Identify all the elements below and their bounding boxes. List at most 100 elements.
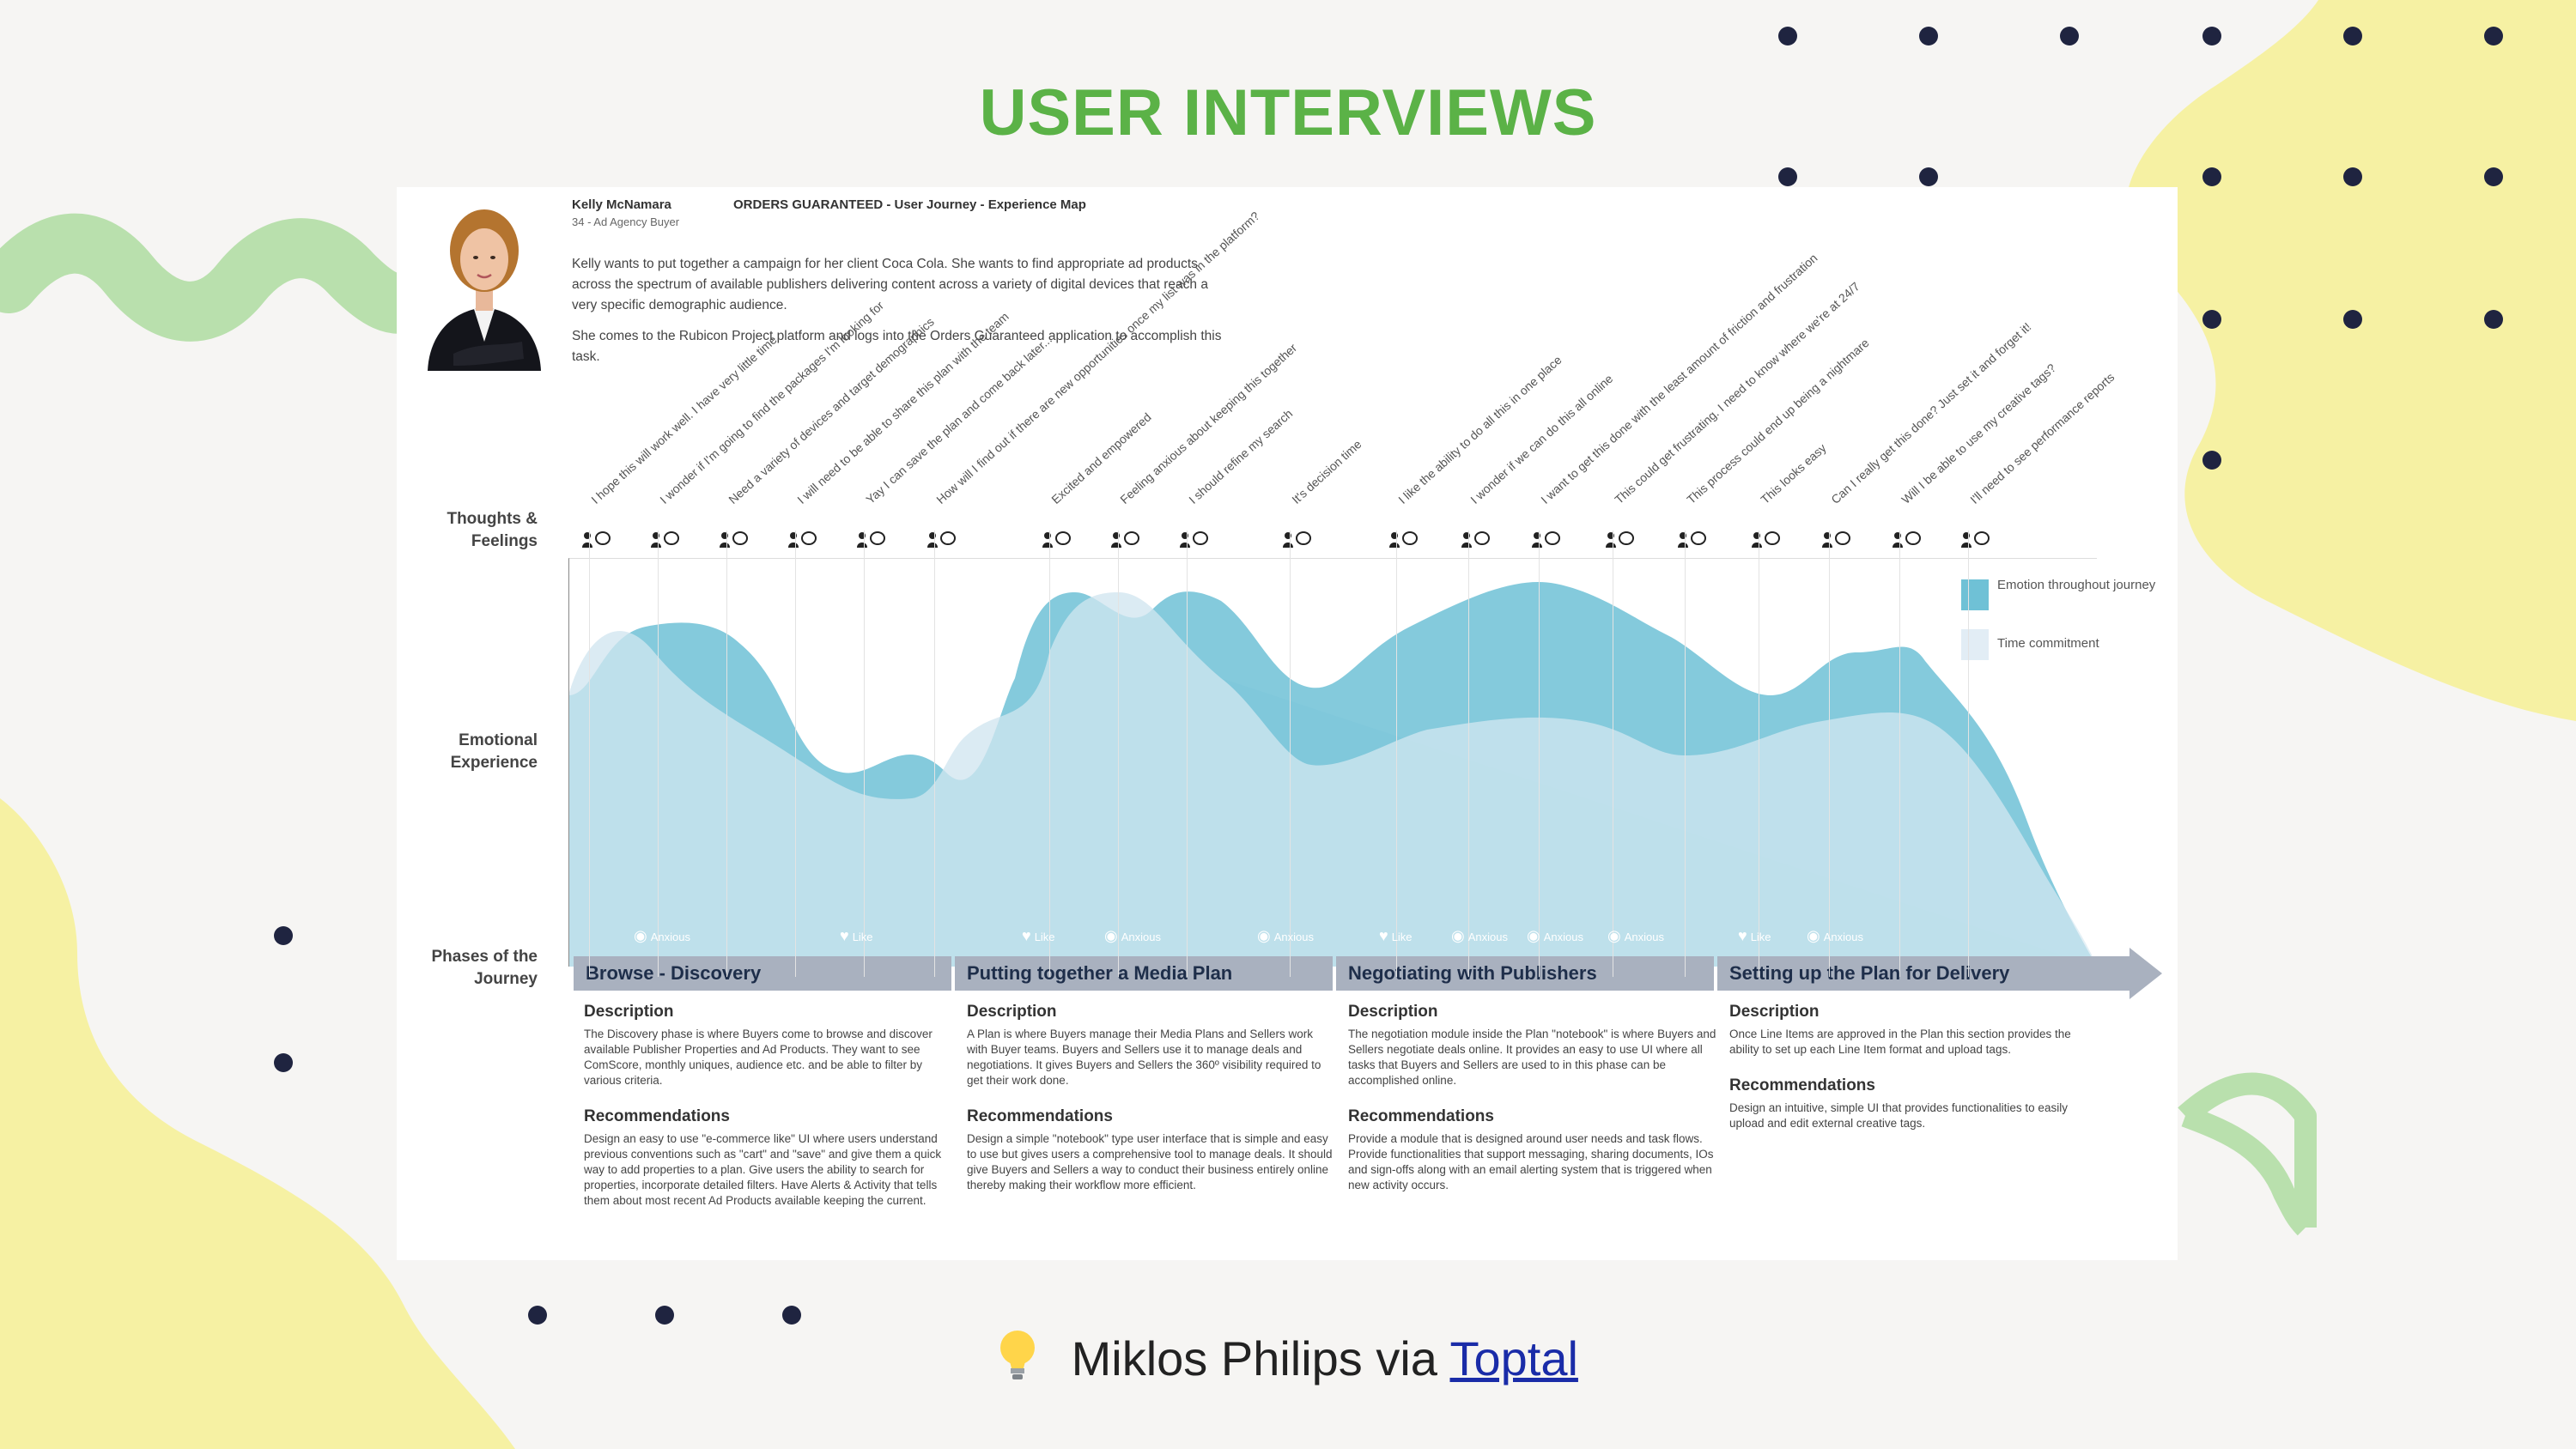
intro-paragraph-2: She comes to the Rubicon Project platfor… [572, 329, 1222, 364]
emotion-tag: ◉ Anxious [1607, 927, 1664, 945]
phase-description: Once Line Items are approved in the Plan… [1729, 1028, 2071, 1056]
thought-text: This looks easy [1758, 440, 1829, 506]
credit-line: Miklos Philips via Toptal [0, 1329, 2576, 1386]
thought-text: I wonder if we can do this all online [1467, 371, 1616, 506]
legend-label-time: Time commitment [1997, 636, 2099, 651]
yellow-blob-top-right [2125, 0, 2576, 721]
person-speech-icon [1893, 530, 1922, 554]
timeline-guide [795, 530, 796, 977]
phase-recommendations: Design a simple "notebook" type user int… [967, 1132, 1333, 1191]
row-label-phases: Phases of the Journey [431, 948, 538, 988]
yellow-blob-bottom-left [0, 798, 515, 1449]
person-speech-icon [1678, 530, 1707, 554]
emotion-tag-label: Anxious [1624, 931, 1664, 943]
person-speech-icon [857, 530, 886, 554]
row-label-thoughts: Thoughts & Feelings [447, 510, 538, 550]
person-speech-icon [1042, 530, 1072, 554]
thought-text: This could get frustrating. I need to kn… [1612, 279, 1862, 506]
eye-icon: ◉ [1527, 927, 1540, 944]
eye-icon: ◉ [634, 927, 647, 944]
legend-swatch-emotion [1961, 579, 1989, 610]
phase-recommendations: Provide a module that is designed around… [1348, 1132, 1714, 1191]
recommendations-heading: Recommendations [967, 1107, 1113, 1125]
person-speech-icon [1961, 530, 1990, 554]
timeline-guide [726, 530, 727, 977]
person-speech-icon [1606, 530, 1635, 554]
person-speech-icon [1180, 530, 1209, 554]
timeline-guide [1468, 530, 1469, 977]
chart-legend: Emotion throughout journey Time commitme… [1961, 578, 2159, 677]
emotion-tag: ◉ Anxious [634, 927, 690, 945]
experience-map-card: Kelly McNamara 34 - Ad Agency Buyer ORDE… [397, 187, 2178, 1260]
phase-bar-media-plan: Putting together a Media Plan [955, 956, 1333, 991]
map-title: ORDERS GUARANTEED - User Journey - Exper… [733, 197, 1086, 212]
timeline-guide [1290, 530, 1291, 977]
person-speech-icon [788, 530, 817, 554]
description-heading: Description [1729, 1003, 1820, 1021]
toptal-link[interactable]: Toptal [1449, 1331, 1578, 1385]
emotion-tag: ◉ Anxious [1527, 927, 1583, 945]
timeline-guide [1829, 530, 1830, 977]
timeline-guide [658, 530, 659, 977]
recommendations-heading: Recommendations [1348, 1107, 1494, 1125]
emotion-tag: ◉ Anxious [1807, 927, 1863, 945]
phase-column-delivery: Description Once Line Items are approved… [1729, 1003, 2099, 1150]
timeline-guide [589, 530, 590, 977]
eye-icon: ◉ [1451, 927, 1465, 944]
dot-grid-left [274, 926, 801, 1325]
heart-icon: ♥ [1022, 927, 1031, 944]
person-speech-icon [582, 530, 611, 554]
phase-recommendations: Design an intuitive, simple UI that prov… [1729, 1101, 2068, 1130]
timeline-guide [1118, 530, 1119, 977]
person-speech-icon [720, 530, 749, 554]
dot-grid-top-right [1778, 27, 2503, 470]
person-speech-icon [1532, 530, 1561, 554]
lightbulb-icon [1000, 1331, 1036, 1379]
heart-icon: ♥ [1379, 927, 1388, 944]
timeline-guide [1187, 530, 1188, 977]
legend-item-emotion: Emotion throughout journey [1961, 578, 2159, 612]
recommendations-heading: Recommendations [1729, 1076, 1875, 1094]
emotion-tag-label: Anxious [1273, 931, 1314, 943]
green-outline-shape-right [2178, 1072, 2317, 1236]
phase-description: A Plan is where Buyers manage their Medi… [967, 1028, 1321, 1087]
timeline-guide [1685, 530, 1686, 977]
legend-swatch-time [1961, 629, 1989, 660]
person-speech-icon [1283, 530, 1312, 554]
phase-bar-browse: Browse - Discovery [574, 956, 951, 991]
person-speech-icon [927, 530, 957, 554]
emotion-tag-label: Like [1750, 931, 1771, 943]
persona-intro: Kelly wants to put together a campaign f… [572, 254, 1224, 378]
persona-photo [410, 191, 558, 371]
eye-icon: ◉ [1104, 927, 1118, 944]
persona-role: 34 - Ad Agency Buyer [572, 215, 680, 228]
legend-item-time: Time commitment [1961, 627, 2159, 662]
emotion-tag-label: Anxious [1121, 931, 1161, 943]
description-heading: Description [967, 1003, 1057, 1021]
thought-text: I'll need to see performance reports [1967, 370, 2117, 506]
eye-icon: ◉ [1807, 927, 1820, 944]
phase-description: The Discovery phase is where Buyers come… [584, 1028, 933, 1087]
person-speech-icon [1822, 530, 1851, 554]
journey-arrow-icon [2129, 948, 2162, 999]
eye-icon: ◉ [1607, 927, 1621, 944]
emotion-tag-label: Like [1391, 931, 1413, 943]
person-speech-icon [1389, 530, 1419, 554]
description-heading: Description [584, 1003, 674, 1021]
intro-paragraph-1: Kelly wants to put together a campaign f… [572, 257, 1208, 312]
emotion-tag-label: Like [852, 931, 873, 943]
phase-bar-delivery: Setting up the Plan for Delivery [1717, 956, 2129, 991]
phase-column-media-plan: Description A Plan is where Buyers manag… [967, 1003, 1336, 1212]
phase-column-browse: Description The Discovery phase is where… [584, 1003, 953, 1228]
thought-text: It's decision time [1289, 437, 1364, 506]
phase-bar-negotiating: Negotiating with Publishers [1336, 956, 1714, 991]
emotion-tag: ◉ Anxious [1104, 927, 1161, 945]
phase-recommendations: Design an easy to use "e-commerce like" … [584, 1132, 942, 1207]
credit-text: Miklos Philips via [1071, 1331, 1437, 1385]
eye-icon: ◉ [1257, 927, 1271, 944]
timeline-guide [1968, 530, 1969, 977]
emotion-tag-label: Anxious [1823, 931, 1863, 943]
timeline-guide [934, 530, 935, 977]
person-speech-icon [1752, 530, 1781, 554]
emotion-tag: ◉ Anxious [1451, 927, 1508, 945]
